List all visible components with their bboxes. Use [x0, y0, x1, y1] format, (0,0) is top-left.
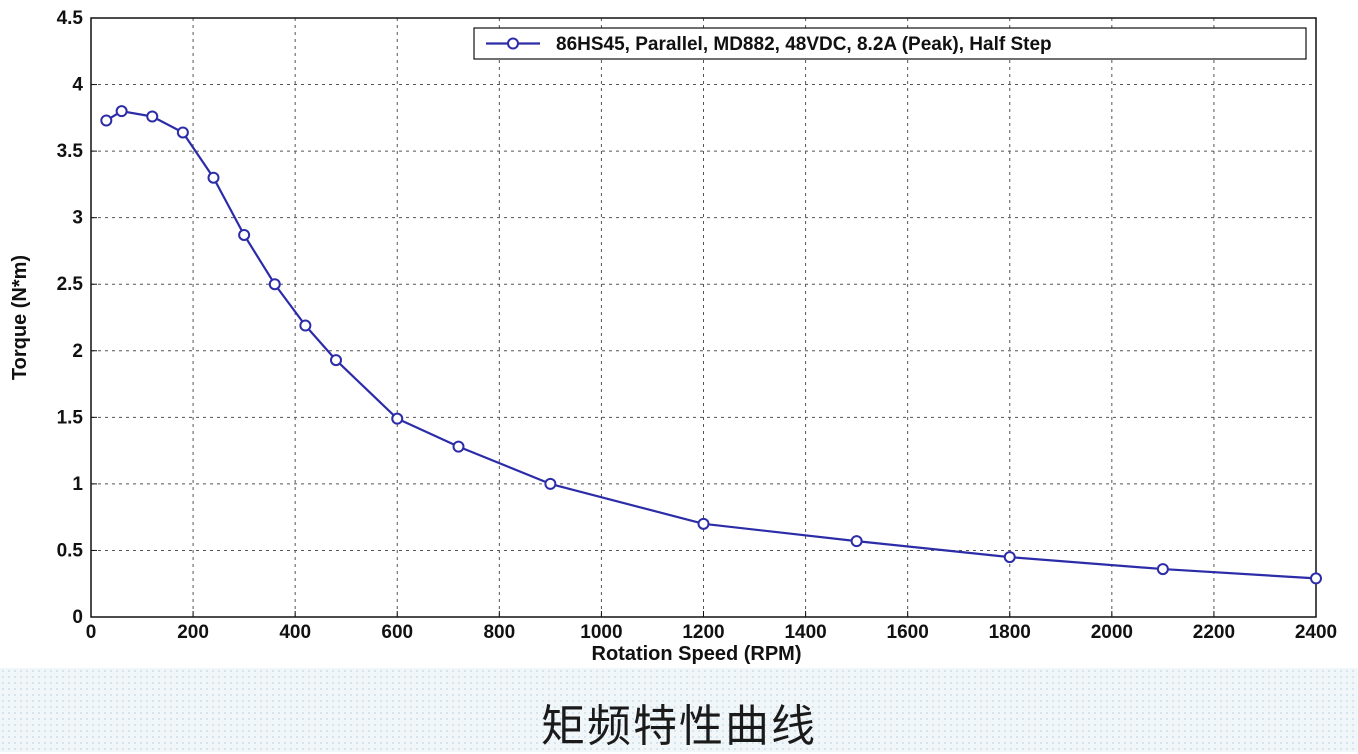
data-point [146, 110, 159, 123]
data-point [299, 319, 312, 332]
x-tick-label: 1600 [887, 622, 929, 643]
x-tick-label: 600 [381, 622, 413, 643]
x-tick-label: 1400 [784, 622, 826, 643]
caption-band: 矩频特性曲线 [0, 668, 1358, 752]
chart-area: 0 200 400 600 800 1000 1200 1400 1600 1800 2000 220… [9, 8, 1338, 665]
data-point [850, 535, 863, 548]
data-point [1003, 551, 1016, 564]
y-tick-label: 0 [72, 607, 83, 628]
x-tick-label: 2200 [1193, 622, 1235, 643]
data-point [1156, 563, 1169, 576]
data-point [544, 477, 557, 490]
legend-box [473, 27, 1307, 60]
data-point [176, 126, 189, 139]
data-point [238, 228, 251, 241]
y-tick-label: 1.5 [57, 407, 84, 428]
legend: 86HS45, Parallel, MD882, 48VDC, 8.2A (Pe… [473, 27, 1307, 60]
y-tick-label: 3.5 [57, 141, 84, 162]
x-tick-label: 1000 [580, 622, 622, 643]
y-tick-label: 0.5 [57, 540, 84, 561]
data-point [697, 517, 710, 530]
torque-speed-chart: 0 200 400 600 800 1000 1200 1400 1600 1800 2000 220… [9, 8, 1337, 665]
grid [91, 18, 1316, 617]
x-tick-label: 200 [177, 622, 209, 643]
data-point [1310, 572, 1322, 585]
y-axis-title: Torque (N*m) [9, 255, 31, 380]
legend-marker-sample [507, 37, 519, 50]
x-tick-label: 2400 [1295, 622, 1337, 643]
y-tick-label: 2.5 [57, 274, 84, 295]
chart-caption: 矩频特性曲线 [541, 701, 817, 752]
y-tick-label: 4.5 [57, 8, 84, 29]
data-point [268, 278, 281, 291]
data-point [115, 105, 128, 118]
data-point [100, 114, 113, 127]
y-tick-label: 2 [72, 341, 83, 362]
x-axis-title: Rotation Speed (RPM) [592, 643, 802, 665]
x-tick-label: 1200 [682, 622, 724, 643]
x-tick-label: 0 [86, 622, 97, 643]
y-tick-label: 3 [72, 208, 83, 229]
y-tick-label: 1 [72, 474, 83, 495]
y-tick-label: 4 [72, 75, 83, 96]
x-tick-label: 1800 [989, 622, 1031, 643]
data-point [330, 354, 342, 367]
x-tick-label: 800 [483, 622, 515, 643]
data-point [452, 440, 465, 453]
x-tick-label: 2000 [1091, 622, 1133, 643]
data-point [207, 171, 220, 184]
legend-label: 86HS45, Parallel, MD882, 48VDC, 8.2A (Pe… [556, 34, 1052, 55]
data-point [391, 412, 404, 425]
x-tick-label: 400 [279, 622, 311, 643]
